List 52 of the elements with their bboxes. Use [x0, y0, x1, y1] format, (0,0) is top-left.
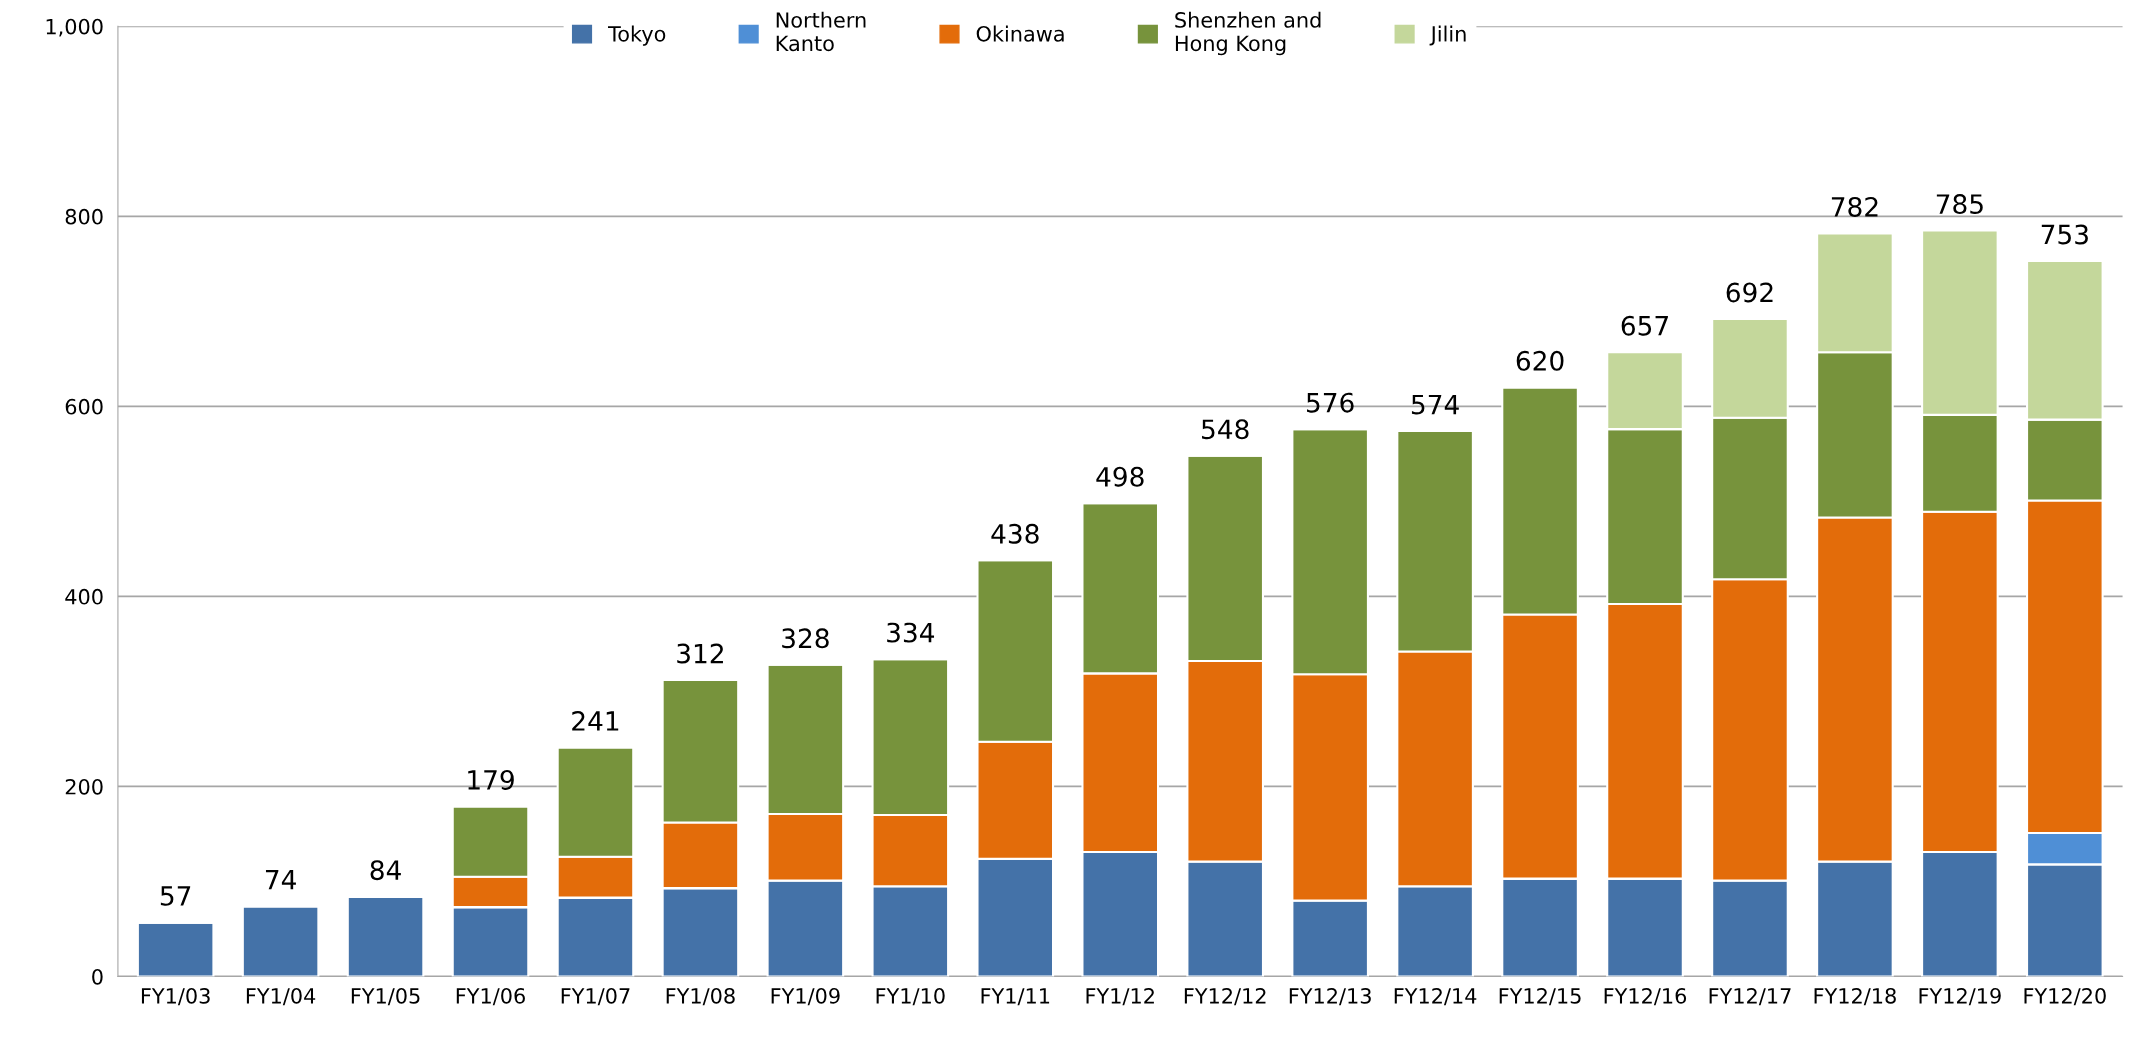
y-tick-label: 0 — [92, 968, 103, 985]
total-label: 334 — [887, 622, 935, 643]
total-label: 753 — [2041, 224, 2088, 245]
x-tick-label: FY12/14 — [1394, 987, 1477, 1006]
total-label: 782 — [1831, 196, 1878, 217]
total-label: 438 — [991, 523, 1039, 544]
x-tick-label: FY12/20 — [2024, 987, 2106, 1006]
x-tick-label: FY1/03 — [141, 987, 210, 1006]
y-tick-label: 400 — [65, 588, 103, 605]
total-label: 576 — [1307, 392, 1354, 413]
total-label: 74 — [265, 870, 296, 890]
y-tick-label: 1,000 — [46, 18, 103, 37]
x-tick-label: FY12/12 — [1184, 987, 1266, 1006]
total-label: 620 — [1516, 350, 1564, 371]
x-tick-label: FY1/09 — [771, 987, 840, 1006]
x-tick-label: FY1/04 — [246, 987, 316, 1006]
total-label: 574 — [1411, 394, 1459, 415]
x-tick-label: FY12/17 — [1709, 987, 1791, 1006]
total-label: 57 — [160, 886, 191, 906]
x-tick-label: FY1/12 — [1086, 987, 1154, 1006]
legend-label: Northern Kanto — [776, 11, 866, 52]
bar — [136, 921, 215, 977]
total-label: 312 — [677, 643, 723, 664]
x-tick-label: FY12/19 — [1919, 987, 2001, 1006]
total-label: 692 — [1726, 282, 1773, 303]
total-label: 498 — [1096, 466, 1144, 487]
total-label: 241 — [572, 711, 619, 731]
x-tick-label: FY12/15 — [1499, 987, 1581, 1006]
y-tick-label: 800 — [65, 208, 103, 225]
legend-label: Shenzhen and Hong Kong — [1175, 11, 1321, 56]
y-tick-label: 600 — [65, 398, 103, 415]
total-label: 328 — [782, 628, 829, 649]
total-label: 785 — [1936, 194, 1983, 215]
x-tick-label: FY1/06 — [456, 987, 525, 1006]
y-tick-label: 200 — [65, 778, 103, 795]
x-tick-label: FY1/08 — [666, 987, 735, 1006]
x-tick-label: FY12/16 — [1604, 987, 1687, 1006]
x-tick-label: FY12/18 — [1814, 987, 1896, 1006]
total-label: 548 — [1202, 419, 1249, 440]
total-label: 179 — [468, 769, 514, 790]
bar — [346, 895, 425, 977]
bar — [241, 905, 320, 977]
x-tick-label: FY1/05 — [351, 987, 420, 1006]
legend-label: Okinawa — [976, 25, 1064, 42]
legend-label: Jilin — [1429, 25, 1466, 46]
legend-label: Tokyo — [608, 25, 666, 46]
total-label: 657 — [1621, 315, 1668, 336]
x-tick-label: FY12/13 — [1289, 987, 1371, 1006]
x-tick-label: FY1/10 — [876, 987, 945, 1006]
total-label: 84 — [370, 860, 401, 881]
x-tick-label: FY1/11 — [981, 988, 1050, 1006]
x-tick-label: FY1/07 — [561, 987, 630, 1006]
